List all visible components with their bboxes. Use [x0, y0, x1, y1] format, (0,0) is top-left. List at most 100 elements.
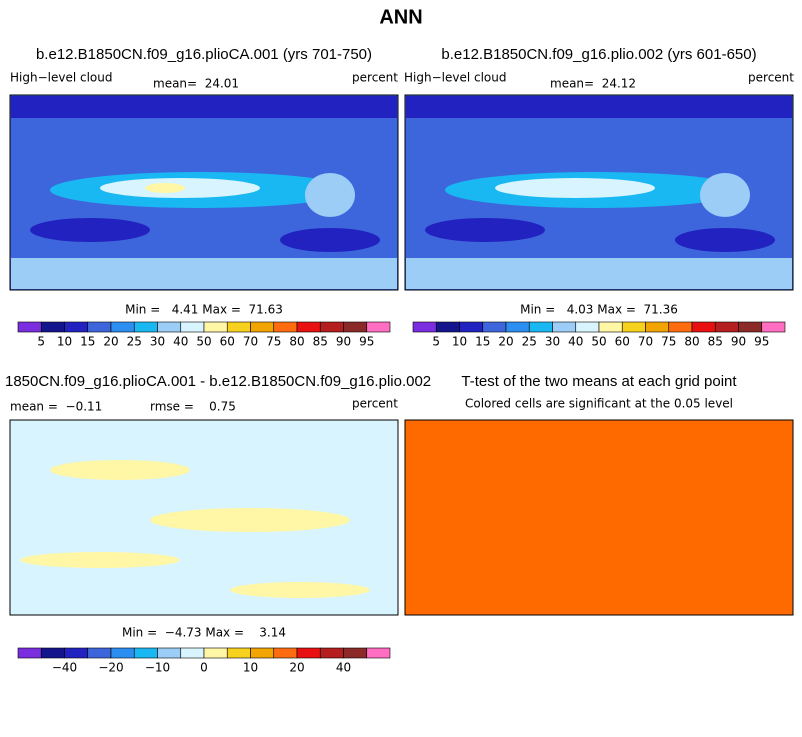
colorbar-box — [528, 321, 553, 333]
mean-label: mean= 24.01 — [153, 77, 239, 91]
colorbar-label: 40 — [336, 661, 351, 675]
colorbar-box — [366, 647, 391, 659]
map — [404, 419, 794, 616]
colorbar-box — [505, 321, 530, 333]
panel-title: b.e12.B1850CN.f09_g16.plioCA.001 (yrs 70… — [36, 46, 372, 63]
colorbar-label: 15 — [80, 335, 95, 349]
colorbar-box — [343, 321, 368, 333]
colorbar-box — [180, 321, 205, 333]
panel-title: b.e12.B1850CN.f09_g16.plio.002 (yrs 601-… — [441, 46, 756, 63]
colorbar-box — [157, 321, 182, 333]
colorbar-label: 10 — [452, 335, 467, 349]
colorbar-box — [157, 647, 182, 659]
colorbar-box — [761, 321, 786, 333]
colorbar-label: 20 — [498, 335, 513, 349]
colorbar: −40 −20 −10 0 10 20 40 — [17, 647, 391, 675]
figure-title: ANN — [379, 6, 422, 28]
colorbar-box — [366, 321, 391, 333]
variable-label: High−level cloud — [10, 71, 112, 85]
stats-label: Min = −4.73 Max = 3.14 — [122, 626, 286, 640]
colorbar-box — [668, 321, 693, 333]
colorbar-label: 40 — [173, 335, 188, 349]
colorbar-box — [691, 321, 716, 333]
colorbar-label: −40 — [52, 661, 77, 675]
units-label: percent — [352, 71, 398, 85]
colorbar-label: 85 — [313, 335, 328, 349]
colorbar-box — [575, 321, 600, 333]
map — [404, 94, 794, 291]
colorbar: 5 10 15 20 25 30 40 50 60 70 75 80 85 90 95 — [412, 321, 786, 349]
colorbar-box — [482, 321, 507, 333]
colorbar-label: −20 — [98, 661, 123, 675]
colorbar-label: 60 — [615, 335, 630, 349]
colorbar-label: 70 — [243, 335, 258, 349]
colorbar-box — [412, 321, 437, 333]
colorbar-box — [110, 321, 135, 333]
colorbar-label: 20 — [103, 335, 118, 349]
mean-label: mean = −0.11 — [10, 400, 102, 414]
colorbar-box — [17, 647, 42, 659]
colorbar-label: 70 — [638, 335, 653, 349]
colorbar-label: 50 — [591, 335, 606, 349]
colorbar-box — [64, 321, 89, 333]
colorbar-label: 80 — [289, 335, 304, 349]
colorbar-label: 20 — [289, 661, 304, 675]
colorbar-label: 60 — [220, 335, 235, 349]
colorbar-box — [343, 647, 368, 659]
stats-label: Min = 4.03 Max = 71.36 — [520, 303, 678, 317]
colorbar-box — [296, 647, 321, 659]
colorbar-label: 85 — [708, 335, 723, 349]
colorbar: 5 10 15 20 25 30 40 50 60 70 75 80 85 90 95 — [17, 321, 391, 349]
colorbar-box — [296, 321, 321, 333]
colorbar-label: 90 — [336, 335, 351, 349]
colorbar-box — [133, 647, 158, 659]
variable-label: High−level cloud — [404, 71, 506, 85]
colorbar-label: 15 — [475, 335, 490, 349]
colorbar-label: 40 — [568, 335, 583, 349]
colorbar-label: 10 — [57, 335, 72, 349]
colorbar-label: −10 — [145, 661, 170, 675]
colorbar-label: 0 — [200, 661, 208, 675]
colorbar-box — [250, 321, 275, 333]
colorbar-box — [738, 321, 763, 333]
colorbar-label: 5 — [432, 335, 440, 349]
panel-subtitle: Colored cells are significant at the 0.0… — [465, 397, 733, 411]
colorbar-box — [40, 647, 65, 659]
units-label: percent — [352, 397, 398, 411]
colorbar-label: 75 — [266, 335, 281, 349]
colorbar-label: 10 — [243, 661, 258, 675]
colorbar-box — [459, 321, 484, 333]
colorbar-box — [87, 321, 112, 333]
map — [9, 419, 399, 616]
colorbar-box — [64, 647, 89, 659]
colorbar-label: 90 — [731, 335, 746, 349]
colorbar-label: 95 — [754, 335, 769, 349]
stats-label: Min = 4.41 Max = 71.63 — [125, 303, 283, 317]
colorbar-box — [133, 321, 158, 333]
colorbar-box — [319, 647, 344, 659]
colorbar-label: 75 — [661, 335, 676, 349]
units-label: percent — [748, 71, 794, 85]
colorbar-label: 25 — [522, 335, 537, 349]
colorbar-box — [17, 321, 42, 333]
colorbar-box — [203, 321, 228, 333]
map — [9, 94, 399, 291]
colorbar-label: 30 — [150, 335, 165, 349]
colorbar-box — [110, 647, 135, 659]
colorbar-box — [598, 321, 623, 333]
colorbar-label: 30 — [545, 335, 560, 349]
colorbar-box — [180, 647, 205, 659]
colorbar-box — [319, 321, 344, 333]
panel-title: 1850CN.f09_g16.plioCA.001 - b.e12.B1850C… — [5, 373, 431, 390]
rmse-label: rmse = 0.75 — [150, 400, 236, 414]
mean-label: mean= 24.12 — [550, 77, 636, 91]
colorbar-label: 25 — [127, 335, 142, 349]
colorbar-box — [203, 647, 228, 659]
colorbar-box — [40, 321, 65, 333]
colorbar-box — [226, 647, 251, 659]
panel-title: T-test of the two means at each grid poi… — [461, 373, 737, 390]
colorbar-box — [273, 647, 298, 659]
colorbar-box — [226, 321, 251, 333]
colorbar-box — [273, 321, 298, 333]
